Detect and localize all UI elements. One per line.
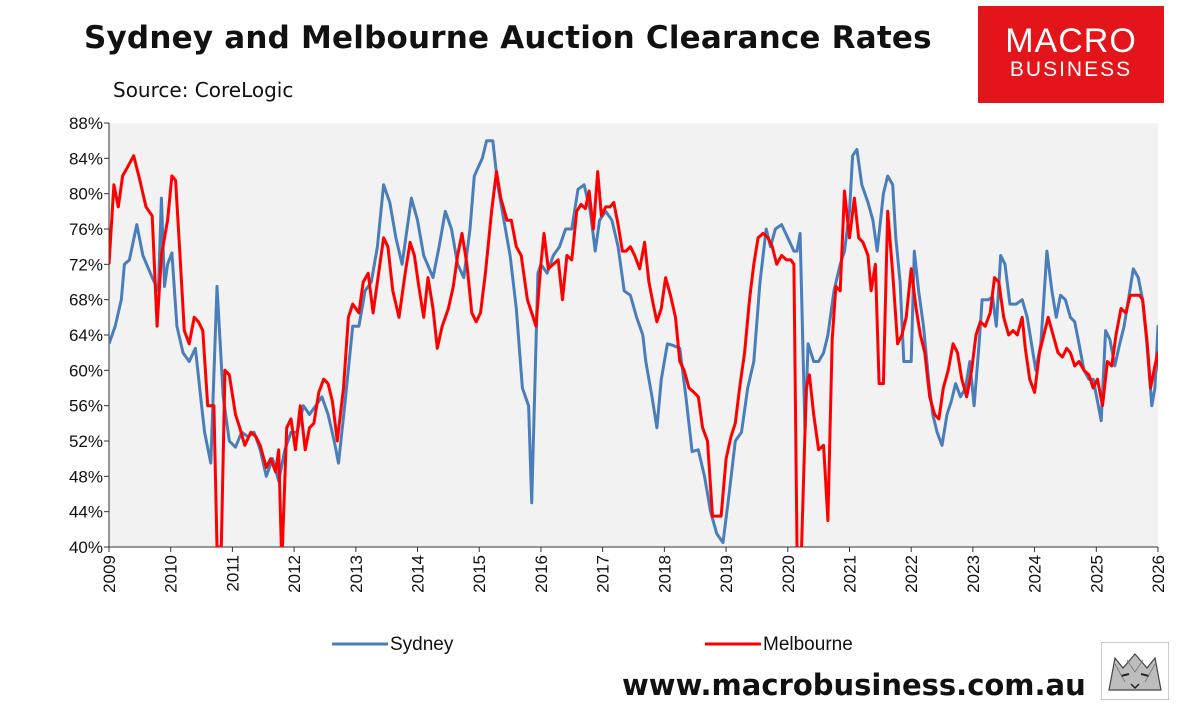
y-tick-label: 84% xyxy=(69,149,103,168)
y-axis: 40% 44% 48% 52% 56% 60% 64% 68% 72% 76% 80% 84% 88% xyxy=(69,114,110,557)
chart-source: Source: CoreLogic xyxy=(113,78,294,102)
x-tick-label: 2022 xyxy=(902,555,921,593)
y-tick-label: 48% xyxy=(69,467,103,486)
macrobusiness-logo: MACRO BUSINESS xyxy=(978,6,1164,103)
x-tick-label: 2015 xyxy=(470,555,489,593)
x-tick-label: 2013 xyxy=(347,555,366,593)
y-tick-label: 60% xyxy=(69,361,103,380)
x-tick-label: 2023 xyxy=(964,555,983,593)
x-tick-label: 2009 xyxy=(100,555,119,593)
x-tick-label: 2017 xyxy=(594,555,613,593)
y-tick-label: 40% xyxy=(69,538,103,557)
x-tick-label: 2018 xyxy=(655,555,674,593)
x-tick-label: 2025 xyxy=(1087,555,1106,593)
x-tick-label: 2019 xyxy=(717,555,736,593)
x-tick-label: 2012 xyxy=(285,555,304,593)
logo-line-1: MACRO xyxy=(1005,22,1137,60)
x-tick-label: 2024 xyxy=(1026,555,1045,593)
logo-line-2: BUSINESS xyxy=(1009,58,1133,81)
x-tick-label: 2020 xyxy=(779,555,798,593)
x-tick-label: 2011 xyxy=(223,555,242,592)
site-url: www.macrobusiness.com.au xyxy=(622,668,1086,702)
x-tick-label: 2010 xyxy=(162,555,181,593)
series-line-melbourne xyxy=(109,154,1158,547)
x-axis: 2009 2010 2011 2012 2013 2014 2015 2016 2017 2018… xyxy=(100,546,1168,593)
x-tick-label: 2021 xyxy=(840,555,859,593)
plot-area xyxy=(109,123,1158,547)
y-tick-label: 80% xyxy=(69,185,103,204)
y-tick-label: 44% xyxy=(69,503,103,522)
wolf-mascot-icon xyxy=(1101,642,1169,700)
x-tick-label: 2014 xyxy=(409,555,428,593)
y-tick-label: 72% xyxy=(69,255,103,274)
x-tick-label: 2016 xyxy=(532,555,551,593)
x-tick-label: 2026 xyxy=(1149,555,1168,593)
y-tick-label: 68% xyxy=(69,291,103,310)
y-tick-label: 52% xyxy=(69,432,103,451)
y-tick-label: 64% xyxy=(69,326,103,345)
y-tick-label: 88% xyxy=(69,114,103,133)
legend-label-melbourne: Melbourne xyxy=(763,634,853,655)
y-tick-label: 76% xyxy=(69,220,103,239)
series-lines xyxy=(109,139,1158,547)
page-title: Sydney and Melbourne Auction Clearance R… xyxy=(84,20,932,56)
legend-label-sydney: Sydney xyxy=(390,634,454,655)
y-tick-label: 56% xyxy=(69,397,103,416)
legend: Sydney Melbourne xyxy=(332,634,853,655)
